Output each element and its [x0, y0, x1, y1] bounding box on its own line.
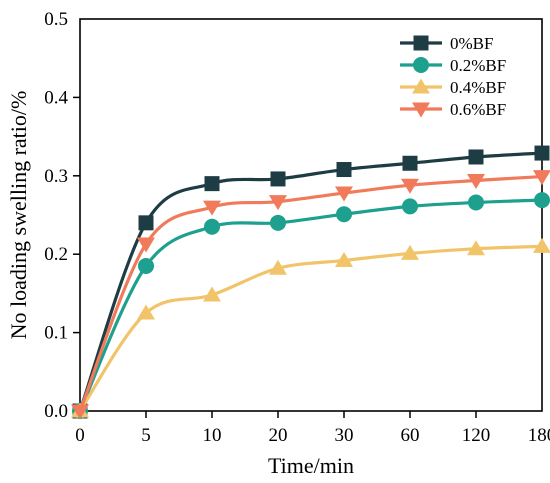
data-point [269, 195, 287, 211]
data-point [270, 171, 286, 187]
data-point [269, 259, 287, 275]
legend-item: 0.6%BF [400, 100, 506, 119]
y-tick-label: 0.5 [44, 9, 68, 30]
x-tick-label: 20 [269, 425, 288, 446]
data-point [203, 200, 221, 216]
legend-item: 0.4%BF [400, 78, 506, 97]
data-point [270, 214, 286, 231]
data-point [467, 174, 485, 190]
data-point [336, 162, 352, 178]
data-point [534, 145, 550, 161]
legend-item: 0%BF [400, 34, 493, 53]
series-layer [71, 145, 550, 420]
data-point [467, 240, 485, 256]
legend-label: 0.4%BF [450, 78, 506, 97]
data-point [335, 186, 353, 202]
data-point [137, 237, 155, 253]
data-point [203, 286, 221, 302]
data-point [402, 155, 418, 171]
data-point [336, 206, 352, 223]
data-point [534, 192, 550, 209]
y-tick-label: 0.0 [44, 401, 68, 422]
x-tick-label: 60 [401, 425, 420, 446]
data-point [204, 218, 220, 235]
y-axis-title: No loading swelling ratio/% [6, 91, 31, 340]
y-tick-label: 0.4 [44, 87, 68, 108]
series-line [78, 174, 543, 412]
legend-marker [413, 57, 429, 73]
legend-label: 0.2%BF [450, 56, 506, 75]
series-0 [72, 145, 550, 419]
series-1 [72, 192, 550, 419]
series-2 [71, 237, 550, 418]
legend-label: 0.6%BF [450, 100, 506, 119]
data-point [402, 198, 418, 215]
data-point [71, 404, 89, 420]
data-point [533, 170, 550, 186]
y-tick-label: 0.2 [44, 244, 68, 265]
y-tick-label: 0.1 [44, 323, 68, 344]
x-tick-label: 120 [462, 425, 491, 446]
y-tick-label: 0.3 [44, 166, 68, 187]
legend-marker [413, 35, 429, 51]
data-point [468, 194, 484, 211]
data-point [137, 304, 155, 320]
legend: 0%BF 0.2%BF 0.4%BF 0.6%BF [400, 34, 506, 119]
data-point [533, 237, 550, 253]
plot-frame [79, 18, 543, 412]
x-tick-label: 10 [203, 425, 222, 446]
data-point [401, 178, 419, 194]
legend-item: 0.2%BF [400, 56, 506, 75]
data-point [335, 251, 353, 267]
data-point [204, 176, 220, 192]
series-line [78, 198, 543, 412]
legend-marker [412, 78, 430, 94]
data-point [468, 149, 484, 165]
data-point [138, 257, 154, 274]
legend-label: 0%BF [450, 34, 493, 53]
x-tick-label: 30 [335, 425, 354, 446]
legend-marker [412, 102, 430, 118]
data-point [138, 215, 154, 231]
x-tick-label: 0 [75, 425, 85, 446]
series-line [78, 151, 543, 412]
x-axis-title: Time/min [268, 453, 354, 478]
data-point [401, 244, 419, 260]
axis-ticks: 0 5 10 20 30 60 120 180 0.0 0.1 0.2 0.3 0.4 0.5 [44, 9, 550, 446]
series-3 [71, 170, 550, 420]
x-tick-label: 180 [528, 425, 550, 446]
x-tick-label: 5 [141, 425, 151, 446]
